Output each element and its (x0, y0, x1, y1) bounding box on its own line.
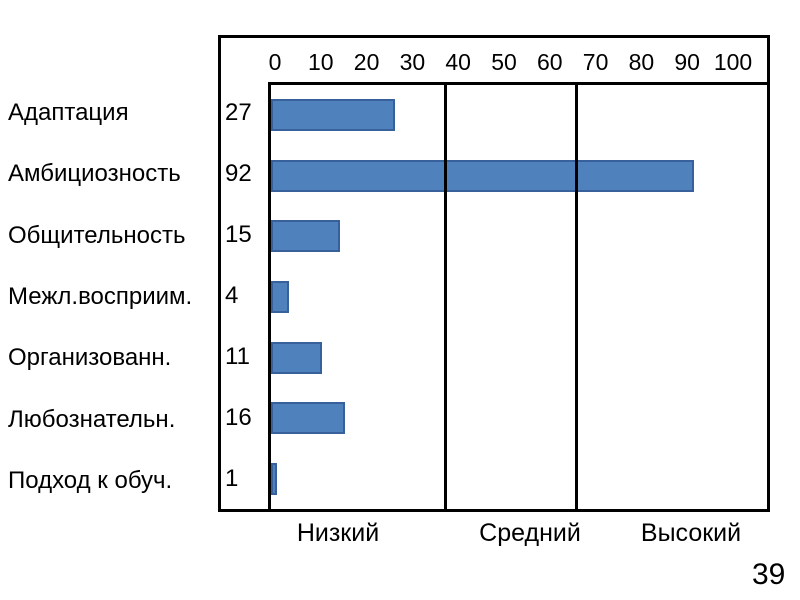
bar (271, 99, 396, 132)
value-label: 27 (225, 98, 252, 126)
axis-tick-label: 30 (399, 49, 426, 75)
plot-area (268, 82, 767, 509)
value-label: 4 (225, 281, 239, 309)
bar (271, 159, 695, 192)
category-label: Подход к обуч. (8, 467, 173, 495)
bars-container (271, 85, 767, 509)
axis-tick-label: 20 (353, 49, 380, 75)
bar-row (271, 448, 767, 509)
value-label: 11 (225, 342, 250, 370)
value-label: 92 (225, 159, 252, 187)
category-label: Амбициозность (8, 160, 181, 188)
bar (271, 281, 290, 314)
axis-tick-label: 70 (582, 49, 609, 75)
value-label: 1 (225, 464, 239, 492)
axis-tick-label: 10 (308, 49, 334, 75)
category-label: Организованн. (8, 344, 172, 372)
value-label: 15 (225, 220, 252, 248)
slide-page-number: 39 (752, 558, 786, 591)
bar (271, 341, 322, 374)
axis-tick-label: 0 (268, 49, 282, 75)
zone-label: Высокий (640, 519, 742, 547)
category-label: Адаптация (8, 98, 129, 126)
zone-label: Низкий (296, 519, 380, 547)
category-label: Межл.восприим. (8, 282, 193, 310)
bar-row (271, 146, 767, 207)
axis-tick-label: 50 (491, 49, 517, 75)
axis-tick-label: 60 (537, 49, 563, 75)
axis-tick-label: 90 (674, 49, 700, 75)
value-labels-column: 27 92 15 4 11 16 1 (221, 82, 268, 509)
bar (271, 402, 345, 435)
axis-tick-label: 100 (713, 49, 753, 75)
zone-label: Средний (479, 519, 581, 547)
x-axis-top: 0 10 20 30 40 50 60 70 80 90 100 (221, 38, 767, 82)
bar (271, 220, 340, 253)
bar-row (271, 327, 767, 388)
bar-row (271, 267, 767, 328)
zone-labels-row: Низкий Средний Высокий (218, 517, 770, 553)
zone-divider-line (443, 85, 447, 509)
category-labels-column: Адаптация Амбициозность Общительность Межл.… (8, 82, 216, 512)
category-label: Любознательн. (8, 405, 176, 433)
zone-divider-line (574, 85, 578, 509)
bar-row (271, 206, 767, 267)
bar (271, 462, 277, 495)
chart-frame: 0 10 20 30 40 50 60 70 80 90 100 27 92 15 4 11 16 1 (218, 35, 770, 512)
bar-row (271, 388, 767, 449)
axis-tick-label: 40 (445, 49, 471, 75)
category-label: Общительность (8, 221, 186, 249)
bar-row (271, 85, 767, 146)
value-label: 16 (225, 403, 252, 431)
axis-tick-label: 80 (628, 49, 655, 75)
